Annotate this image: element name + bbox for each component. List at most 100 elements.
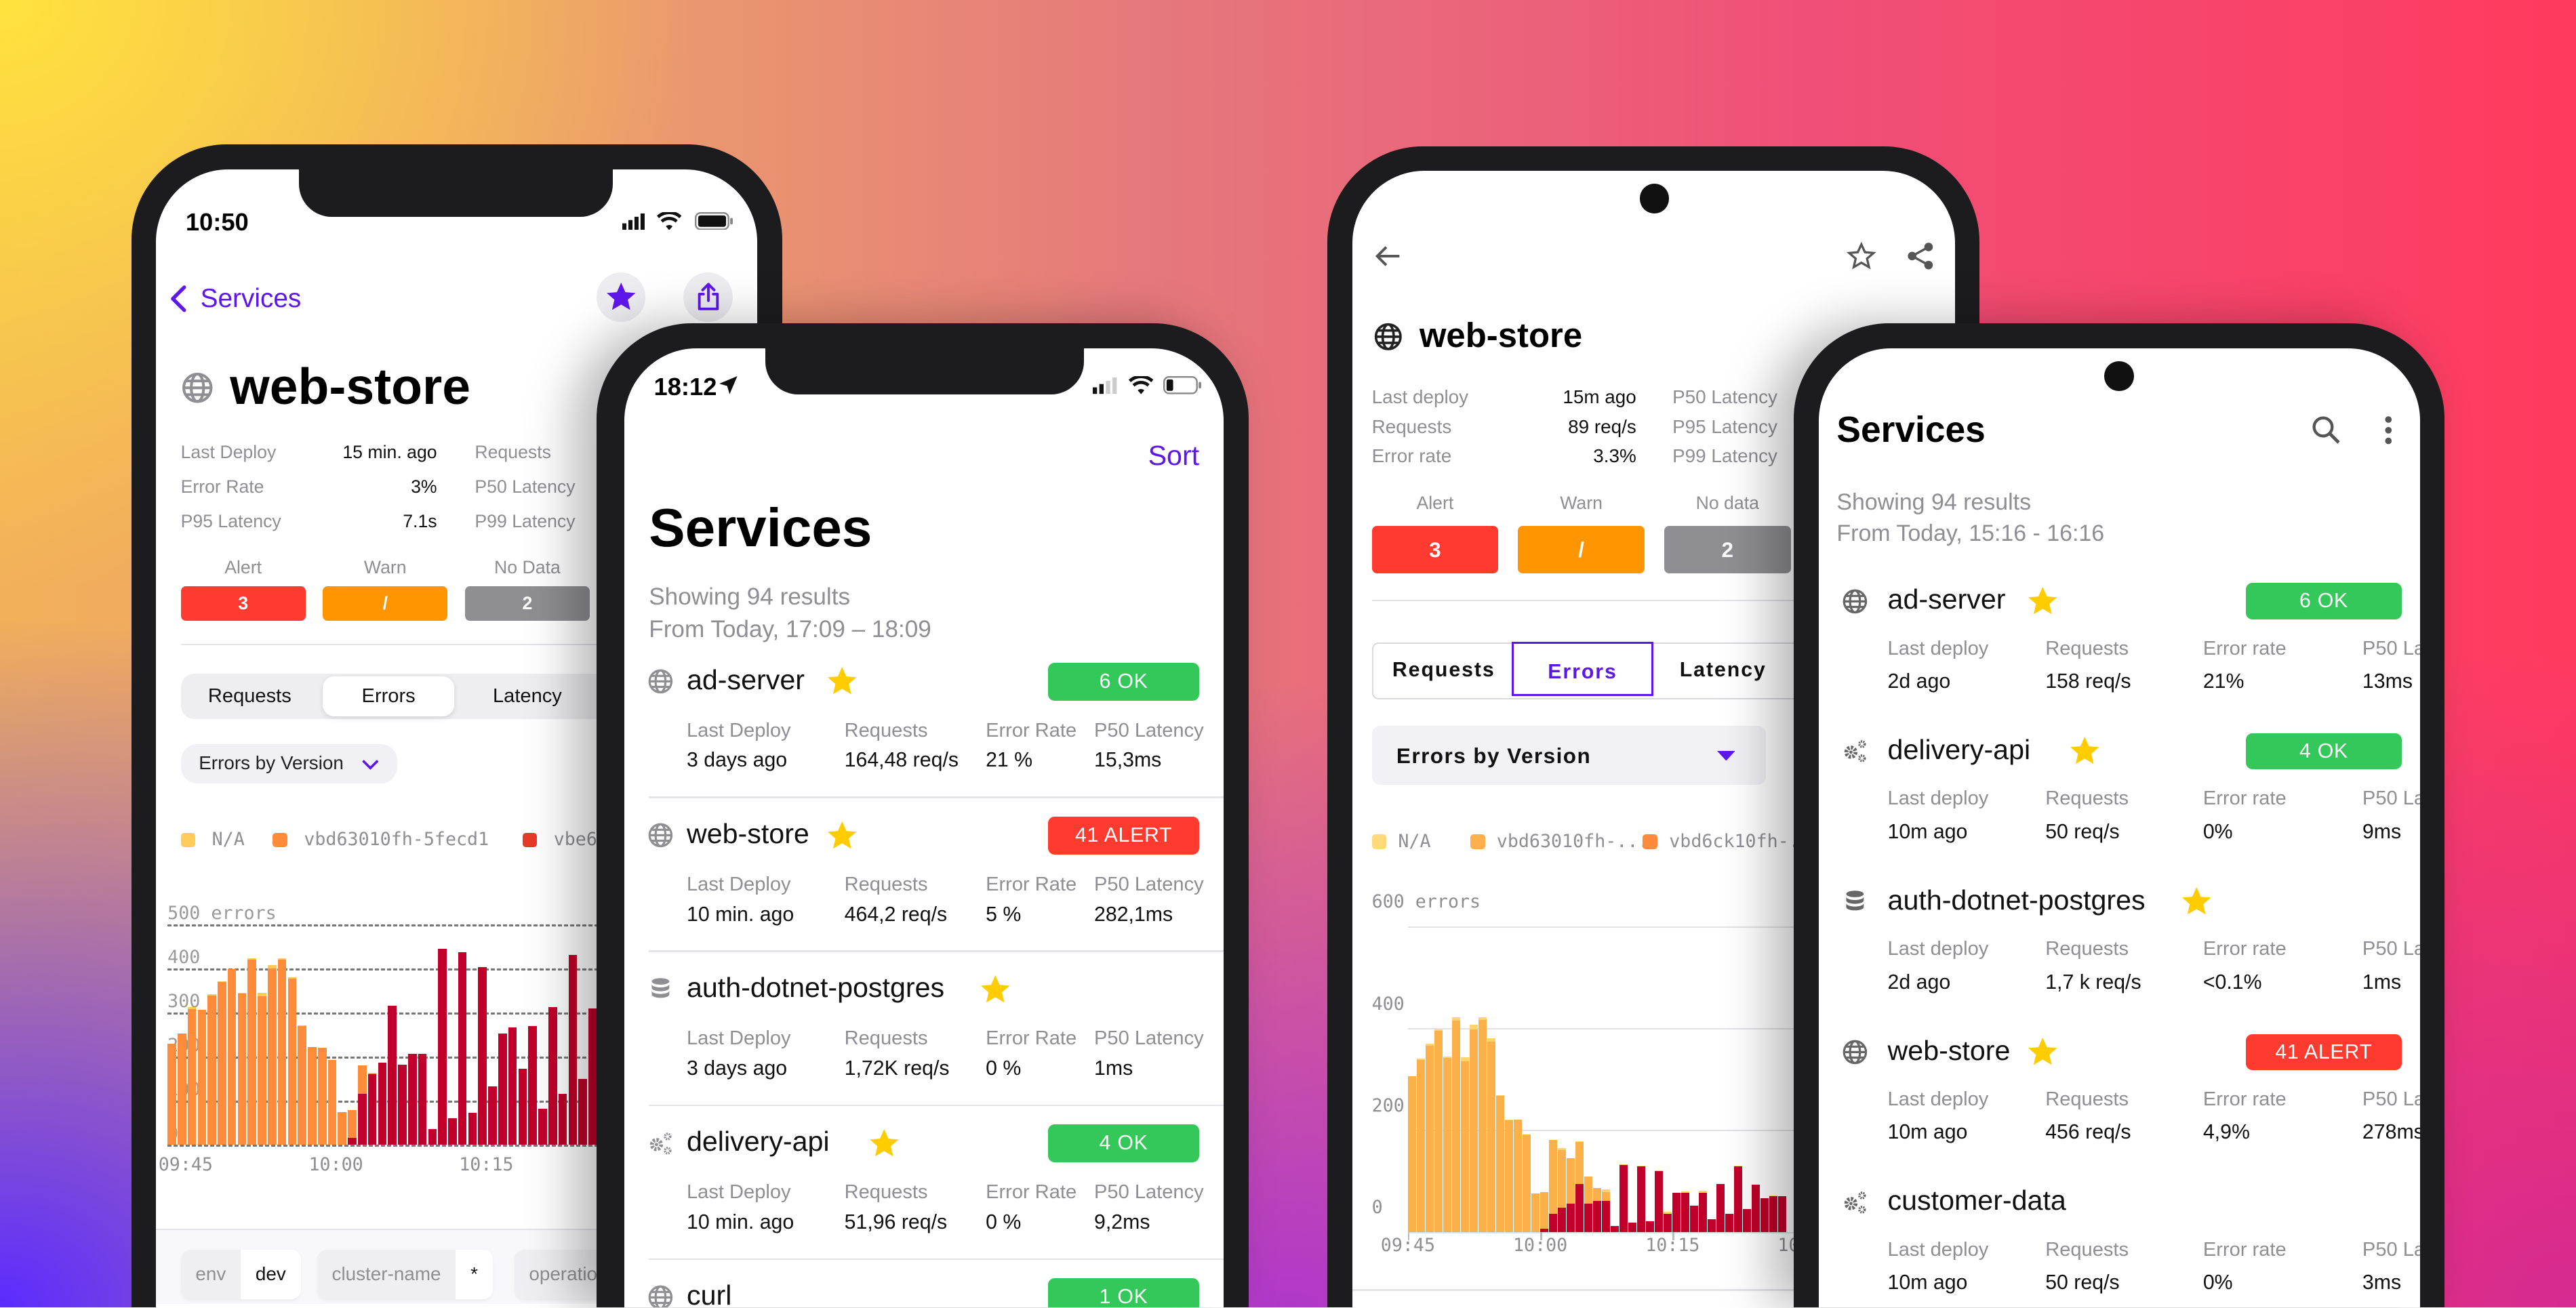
bar-segment-v1[interactable] (338, 1112, 347, 1145)
bar-segment-v1[interactable] (187, 1009, 197, 1145)
bar-segment-v1[interactable] (1540, 1191, 1548, 1229)
tab-errors[interactable]: Errors (323, 676, 455, 716)
share-icon[interactable] (1906, 241, 1935, 271)
service-row[interactable]: ad-server 6 OK Last deploy 2d ago Requests 15… (1819, 578, 2420, 729)
bar-segment-v2[interactable] (1628, 1223, 1636, 1232)
bar-segment-na[interactable] (1487, 1038, 1495, 1042)
favorite-button[interactable] (596, 272, 646, 322)
back-button[interactable]: Services (166, 281, 314, 316)
bar-segment-v1[interactable] (1602, 1191, 1610, 1201)
bar-segment-v2[interactable] (448, 1118, 457, 1145)
bar-segment-na[interactable] (1664, 1211, 1672, 1214)
bar-segment-v1[interactable] (1531, 1193, 1539, 1232)
bar-segment-na[interactable] (287, 977, 297, 979)
bar-segment-v2[interactable] (398, 1064, 407, 1145)
bar-segment-na[interactable] (1602, 1189, 1610, 1192)
bar-segment-v2[interactable] (1778, 1196, 1787, 1232)
status-badge[interactable]: 6 OK (2245, 583, 2402, 619)
bar-segment-na[interactable] (187, 1006, 197, 1010)
bar-segment-na[interactable] (1505, 1119, 1513, 1121)
bar-segment-v1[interactable] (167, 1044, 176, 1145)
favorite-star-icon[interactable] (826, 665, 858, 697)
bar-segment-v2[interactable] (538, 1108, 547, 1145)
bar-segment-na[interactable] (1425, 1044, 1434, 1046)
chart-type-dropdown[interactable]: Errors by Version (1371, 726, 1767, 785)
bar-segment-v2[interactable] (348, 1137, 357, 1145)
service-row[interactable]: customer-data Last deploy 10m ago Requests 5… (1819, 1179, 2420, 1307)
bar-segment-v1[interactable] (327, 1060, 337, 1145)
favorite-star-icon[interactable] (868, 1127, 900, 1160)
bar-segment-v1[interactable] (1496, 1096, 1504, 1232)
status-badge[interactable]: 1 OK (1048, 1278, 1200, 1308)
bar-segment-na[interactable] (258, 993, 266, 996)
bar-segment-na[interactable] (1496, 1095, 1504, 1096)
bar-segment-na[interactable] (207, 994, 216, 996)
bar-segment-v1[interactable] (258, 996, 266, 1145)
bar-segment-v1[interactable] (1407, 1076, 1416, 1232)
tab-requests[interactable]: Requests (1373, 642, 1514, 696)
share-button[interactable] (683, 272, 733, 322)
bar-segment-v2[interactable] (588, 1008, 597, 1145)
bar-segment-v1[interactable] (317, 1047, 327, 1145)
service-row[interactable]: ad-server 6 OK Last Deploy 3 days ago Reques… (624, 659, 1224, 813)
monitor-warn-count[interactable]: / (323, 586, 448, 621)
bar-segment-v1[interactable] (1584, 1177, 1592, 1204)
bar-segment-v1[interactable] (207, 995, 216, 1145)
bar-segment-v2[interactable] (568, 954, 578, 1145)
bar-segment-v2[interactable] (407, 1054, 417, 1145)
service-row[interactable]: auth-dotnet-postgres Last Deploy 3 days ag… (624, 966, 1224, 1120)
bar-segment-v1[interactable] (1425, 1045, 1434, 1232)
bar-segment-v2[interactable] (1602, 1200, 1610, 1232)
bar-segment-na[interactable] (218, 981, 226, 983)
bar-segment-v2[interactable] (358, 1093, 367, 1145)
bar-segment-v2[interactable] (1734, 1166, 1743, 1232)
status-badge[interactable]: 41 ALERT (1048, 816, 1200, 855)
service-row[interactable]: auth-dotnet-postgres Last deploy 2d ago Req… (1819, 879, 2420, 1029)
monitor-no-data-count[interactable]: 2 (464, 586, 590, 621)
tab-latency[interactable]: Latency (462, 676, 593, 716)
bar-segment-v1[interactable] (1575, 1142, 1584, 1184)
bar-segment-v2[interactable] (1708, 1219, 1716, 1232)
bar-segment-na[interactable] (268, 965, 277, 969)
more-vertical-icon[interactable] (2383, 415, 2394, 445)
bar-segment-na[interactable] (298, 1025, 306, 1027)
bar-segment-v1[interactable] (358, 1065, 367, 1094)
bar-segment-v2[interactable] (367, 1074, 377, 1145)
favorite-star-icon[interactable] (979, 973, 1011, 1006)
back-arrow-icon[interactable] (1375, 245, 1401, 268)
bar-segment-na[interactable] (1681, 1191, 1689, 1193)
bar-segment-v2[interactable] (1672, 1193, 1681, 1232)
bar-segment-v2[interactable] (488, 1086, 497, 1145)
bar-segment-v1[interactable] (298, 1026, 306, 1145)
bar-segment-v2[interactable] (458, 952, 467, 1145)
bar-segment-na[interactable] (1451, 1017, 1460, 1021)
status-badge[interactable]: 41 ALERT (2245, 1034, 2402, 1070)
bar-segment-v1[interactable] (308, 1046, 317, 1145)
bar-segment-na[interactable] (1443, 1057, 1451, 1058)
bar-segment-v2[interactable] (1575, 1183, 1584, 1232)
bar-segment-v1[interactable] (277, 959, 287, 1145)
bar-segment-v1[interactable] (287, 979, 297, 1145)
bar-segment-v2[interactable] (438, 949, 447, 1145)
tab-latency[interactable]: Latency (1653, 642, 1794, 696)
monitor-no-data-count[interactable]: 2 (1664, 525, 1791, 573)
bar-segment-v2[interactable] (508, 1027, 517, 1145)
bar-segment-na[interactable] (277, 958, 287, 960)
favorite-star-icon[interactable] (2026, 1036, 2059, 1068)
service-row[interactable]: curl 1 OK (624, 1274, 1224, 1308)
bar-segment-na[interactable] (1470, 1024, 1478, 1030)
bar-segment-v2[interactable] (1611, 1226, 1619, 1232)
bar-segment-v2[interactable] (578, 1078, 587, 1145)
service-row[interactable]: web-store 41 ALERT Last Deploy 10 min. ago R… (624, 813, 1224, 966)
bar-segment-v2[interactable] (1725, 1214, 1734, 1232)
bar-segment-v2[interactable] (1549, 1214, 1557, 1232)
bar-segment-v1[interactable] (1558, 1149, 1566, 1208)
bar-segment-v1[interactable] (1514, 1120, 1522, 1232)
bar-segment-v2[interactable] (1540, 1229, 1548, 1232)
filter-chip-cluster-name[interactable]: cluster-name * (317, 1249, 493, 1299)
bar-segment-na[interactable] (1434, 1029, 1443, 1031)
bar-segment-v1[interactable] (1478, 1020, 1487, 1232)
bar-segment-v2[interactable] (468, 1112, 477, 1145)
bar-segment-v2[interactable] (1743, 1208, 1752, 1232)
bar-segment-v2[interactable] (428, 1128, 437, 1145)
